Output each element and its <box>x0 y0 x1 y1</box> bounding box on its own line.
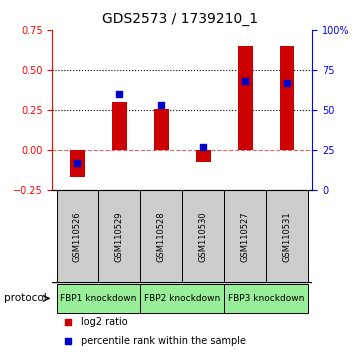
Point <box>65 339 71 344</box>
Text: GSM110529: GSM110529 <box>115 211 124 262</box>
Bar <box>266 190 308 282</box>
Point <box>65 320 71 325</box>
Bar <box>57 284 140 313</box>
Text: GSM110531: GSM110531 <box>283 211 292 262</box>
Text: GSM110528: GSM110528 <box>157 211 166 262</box>
Point <box>200 144 206 150</box>
Text: percentile rank within the sample: percentile rank within the sample <box>81 336 246 347</box>
Bar <box>140 190 182 282</box>
Bar <box>224 284 308 313</box>
Text: GDS2573 / 1739210_1: GDS2573 / 1739210_1 <box>103 12 258 27</box>
Text: log2 ratio: log2 ratio <box>81 317 127 327</box>
Point <box>75 160 81 166</box>
Text: GSM110527: GSM110527 <box>241 211 250 262</box>
Text: FBP2 knockdown: FBP2 knockdown <box>144 294 221 303</box>
Bar <box>182 190 224 282</box>
Text: GSM110530: GSM110530 <box>199 211 208 262</box>
Bar <box>280 46 295 150</box>
Text: protocol: protocol <box>4 293 46 303</box>
Bar <box>112 102 127 150</box>
Point <box>284 80 290 86</box>
Text: GSM110526: GSM110526 <box>73 211 82 262</box>
Point <box>242 79 248 84</box>
Bar <box>154 109 169 150</box>
Bar <box>238 46 253 150</box>
Bar <box>57 190 99 282</box>
Bar <box>99 190 140 282</box>
Text: FBP3 knockdown: FBP3 knockdown <box>228 294 304 303</box>
Point <box>158 102 164 107</box>
Bar <box>224 190 266 282</box>
Text: FBP1 knockdown: FBP1 knockdown <box>60 294 137 303</box>
Bar <box>70 150 85 177</box>
Bar <box>140 284 224 313</box>
Bar <box>196 150 210 162</box>
Point <box>117 91 122 97</box>
